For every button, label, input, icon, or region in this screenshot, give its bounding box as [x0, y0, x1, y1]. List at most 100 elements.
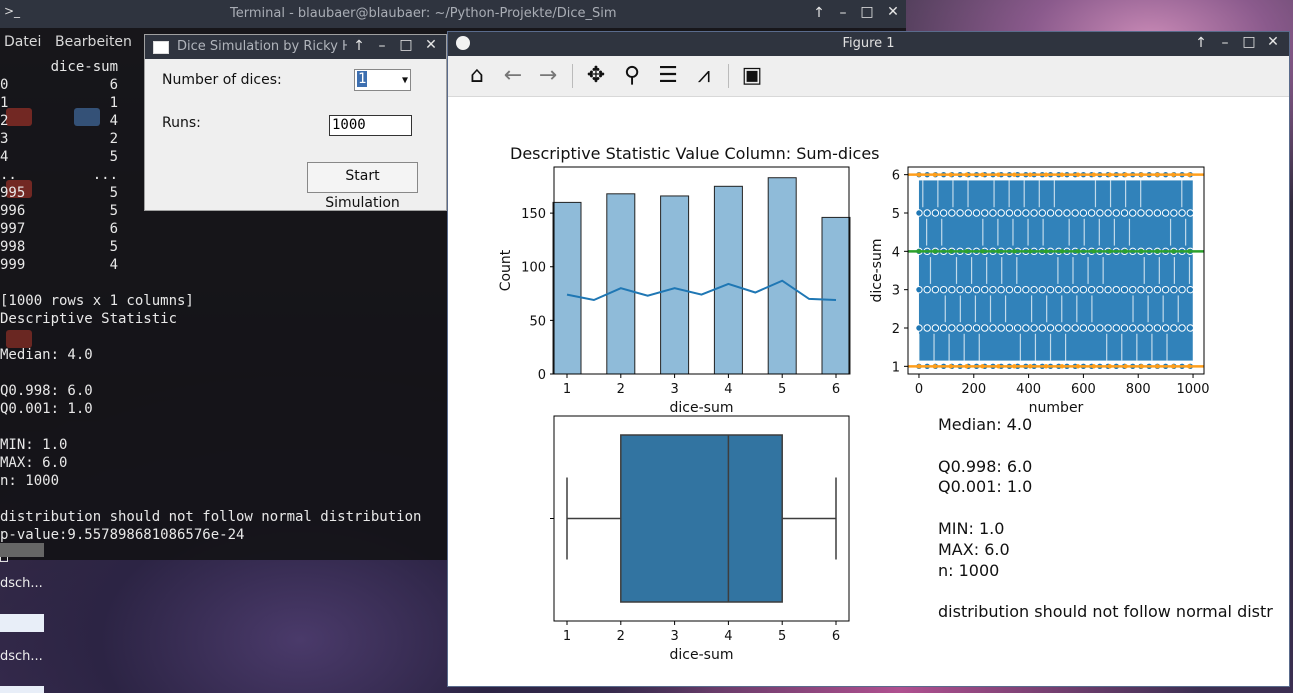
minimize-icon[interactable]: – [378, 38, 386, 54]
terminal-titlebar[interactable]: >_ Terminal - blaubaer@blaubaer: ~/Pytho… [0, 0, 906, 28]
reference-point [996, 172, 1001, 177]
terminal-line: 997 6 [0, 221, 119, 237]
configure-icon[interactable]: ☰ [658, 63, 678, 88]
zoom-icon[interactable]: ⚲ [623, 63, 641, 88]
stats-max: MAX: 6.0 [938, 540, 1010, 559]
scatter-point [1170, 209, 1178, 217]
desktop-thumbnail[interactable] [0, 614, 44, 632]
desktop-icon [74, 108, 100, 126]
scatter-frame [907, 166, 1205, 375]
maximize-icon[interactable]: □ [399, 37, 413, 53]
menu-bearbeiten[interactable]: Bearbeiten [55, 34, 132, 50]
start-simulation-button[interactable]: Start Simulation [307, 162, 418, 211]
desktop-icon-label[interactable]: dsch... [0, 649, 43, 664]
scatter-point [1022, 285, 1030, 294]
scatter-point [1153, 209, 1162, 217]
terminal-line: Q0.998: 6.0 [0, 383, 93, 399]
dice-dialog: Dice Simulation by Ricky He ↑ – □ ✕ Numb… [144, 34, 447, 211]
terminal-line: Median: 4.0 [0, 347, 93, 363]
close-icon[interactable]: ✕ [887, 4, 899, 20]
scatter-point [1005, 209, 1014, 217]
scatter-point [964, 324, 972, 332]
scatter-point [939, 324, 948, 332]
save-icon[interactable]: ▣ [741, 63, 763, 88]
scatter-point [1046, 285, 1055, 294]
window-icon [153, 41, 169, 54]
scatter-point [1137, 285, 1145, 294]
scatter-point [981, 324, 989, 332]
scatter-point [948, 209, 956, 217]
scatter-point [1137, 209, 1145, 217]
scatter-point [1063, 285, 1071, 294]
x-tick-label: 800 [1126, 382, 1151, 397]
histogram-bar [552, 201, 582, 375]
terminal-output[interactable]: dice-sum 0 6 1 1 2 4 3 2 4 5 .. ... 995 5 996 5 9… [0, 58, 450, 544]
scatter-point [1038, 285, 1046, 294]
keep-above-icon[interactable]: ↑ [1195, 35, 1207, 51]
scatter-point [997, 285, 1005, 294]
scatter-point [1046, 209, 1055, 217]
scatter-point [931, 324, 940, 332]
scatter-point [1186, 209, 1194, 217]
stats-q-low: Q0.001: 1.0 [938, 477, 1032, 496]
y-tick-label: 6 [892, 169, 900, 184]
maximize-icon[interactable]: □ [860, 4, 874, 20]
x-tick-label: 600 [1071, 382, 1096, 397]
reference-point [1059, 364, 1065, 369]
scatter-point [1030, 285, 1038, 294]
edit-axis-icon[interactable]: ⩘ [697, 63, 711, 88]
scatter-point [956, 285, 964, 294]
keep-above-icon[interactable]: ↑ [353, 38, 365, 54]
histogram-bar [660, 195, 690, 375]
home-icon[interactable]: ⌂ [470, 63, 484, 88]
reference-point [948, 249, 953, 254]
y-tick-label: 150 [521, 207, 546, 222]
scatter-point [948, 285, 956, 294]
scatter-point [1129, 285, 1137, 294]
pan-icon[interactable]: ✥ [586, 63, 606, 88]
menu-datei[interactable]: Datei [4, 34, 42, 50]
reference-point [1075, 249, 1081, 254]
desktop-thumbnail[interactable] [0, 686, 44, 693]
reference-point [1028, 364, 1033, 369]
runs-input[interactable]: 1000 [329, 115, 412, 136]
scatter-point [1161, 324, 1170, 332]
figure-titlebar[interactable]: Figure 1 ↑ – □ ✕ [448, 32, 1289, 56]
scatter-point [989, 324, 997, 332]
scatter-point [939, 209, 948, 217]
dropdown-arrow-icon[interactable]: ▼ [401, 75, 408, 86]
desktop-icon-label[interactable]: dsch... [0, 576, 43, 591]
forward-icon[interactable]: → [538, 63, 558, 88]
terminal-line: .. ... [0, 167, 119, 183]
reference-point [1123, 249, 1128, 254]
histogram-bar [821, 216, 851, 375]
close-icon[interactable]: ✕ [425, 37, 437, 53]
keep-above-icon[interactable]: ↑ [813, 5, 825, 21]
dices-spinbox[interactable]: 1 ▼ [354, 69, 411, 91]
y-tick-label: 100 [521, 261, 546, 276]
desktop-icon [6, 330, 32, 348]
terminal-line: 0 6 [0, 77, 119, 93]
figure-canvas[interactable]: Descriptive Statistic Value Column: Sum-… [448, 97, 1289, 686]
histogram-bar [606, 193, 636, 375]
stats-q-high: Q0.998: 6.0 [938, 457, 1032, 476]
scatter-point [1087, 285, 1096, 294]
scatter-point [956, 324, 964, 332]
desktop-thumbnail[interactable] [0, 543, 44, 557]
reference-point [948, 172, 953, 177]
minimize-icon[interactable]: – [839, 5, 847, 21]
close-icon[interactable]: ✕ [1267, 34, 1279, 50]
back-icon[interactable]: ← [503, 63, 523, 88]
reference-point [1075, 172, 1081, 177]
minimize-icon[interactable]: – [1221, 35, 1229, 51]
terminal-line: 4 5 [0, 149, 119, 165]
terminal-line: distribution should not follow normal di… [0, 509, 422, 525]
maximize-icon[interactable]: □ [1242, 34, 1256, 50]
figure-suptitle: Descriptive Statistic Value Column: Sum-… [510, 144, 880, 163]
toolbar-separator [728, 64, 729, 88]
scatter-point [989, 285, 997, 294]
scatter-point [1120, 285, 1129, 294]
reference-point [916, 172, 922, 177]
dialog-titlebar[interactable]: Dice Simulation by Ricky He ↑ – □ ✕ [145, 35, 446, 59]
reference-point [1075, 364, 1081, 369]
